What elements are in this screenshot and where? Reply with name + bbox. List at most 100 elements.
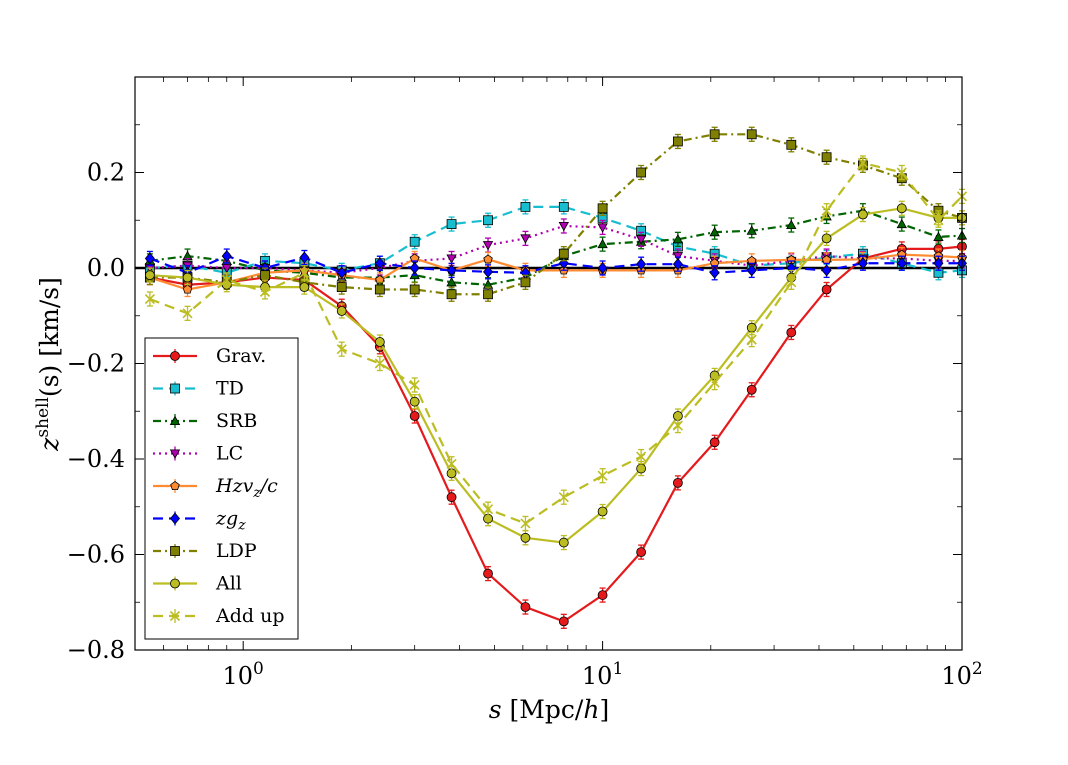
legend-label: Add up bbox=[215, 605, 285, 627]
data-point bbox=[483, 215, 493, 226]
y-tick-label: −0.4 bbox=[67, 445, 125, 473]
data-point bbox=[446, 289, 457, 300]
data-point bbox=[482, 504, 494, 515]
data-point bbox=[672, 420, 683, 431]
data-point bbox=[483, 254, 493, 264]
data-point bbox=[182, 284, 193, 294]
data-point bbox=[409, 396, 420, 407]
data-point bbox=[857, 157, 868, 169]
legend-label: All bbox=[215, 573, 242, 595]
data-point bbox=[597, 470, 608, 481]
data-point bbox=[520, 277, 531, 288]
data-point bbox=[520, 532, 531, 543]
data-point bbox=[933, 215, 944, 226]
data-point bbox=[709, 226, 720, 237]
y-tick-label: −0.6 bbox=[67, 541, 125, 569]
x-axis-label: s [Mpc/h] bbox=[489, 695, 609, 724]
data-point bbox=[170, 383, 180, 394]
data-point bbox=[221, 263, 232, 274]
x-tick-label: 101 bbox=[582, 659, 623, 690]
data-point bbox=[636, 547, 647, 558]
data-point bbox=[170, 578, 180, 589]
data-point bbox=[409, 379, 420, 391]
data-point bbox=[374, 337, 385, 347]
data-point bbox=[858, 209, 868, 220]
data-point bbox=[483, 265, 494, 278]
data-point bbox=[746, 225, 757, 235]
data-point bbox=[709, 266, 720, 279]
data-point bbox=[169, 512, 181, 525]
data-point bbox=[709, 129, 720, 140]
x-tick-label: 102 bbox=[941, 659, 982, 690]
data-point bbox=[821, 264, 832, 277]
data-point bbox=[597, 261, 608, 275]
data-point bbox=[821, 205, 832, 216]
data-point bbox=[635, 235, 647, 245]
data-point bbox=[558, 201, 569, 212]
legend-label: SRB bbox=[216, 410, 257, 432]
data-point bbox=[299, 251, 310, 264]
y-tick-label: −0.8 bbox=[67, 636, 125, 664]
data-point bbox=[672, 477, 683, 488]
series-add-up bbox=[144, 155, 968, 532]
series-line bbox=[149, 254, 962, 274]
data-point bbox=[182, 272, 193, 283]
data-point bbox=[221, 274, 232, 286]
data-point bbox=[144, 252, 155, 265]
data-point bbox=[336, 266, 347, 279]
axes: 0.2 0.0 −0.2 −0.4 −0.6 −0.8 100 101 102 bbox=[67, 76, 983, 690]
legend-item: SRB bbox=[153, 410, 257, 432]
data-point bbox=[409, 261, 420, 275]
data-point bbox=[182, 308, 193, 319]
data-point bbox=[746, 334, 757, 345]
legend-label: Hzvz/c bbox=[215, 475, 278, 501]
legend-item: Grav. bbox=[153, 345, 266, 367]
data-point bbox=[786, 139, 797, 150]
data-point bbox=[933, 257, 944, 270]
data-point bbox=[374, 257, 385, 270]
data-point bbox=[483, 568, 493, 579]
data-point bbox=[446, 492, 457, 503]
data-point bbox=[786, 327, 797, 338]
legend-label: LDP bbox=[216, 540, 257, 562]
data-point bbox=[446, 254, 457, 264]
data-point bbox=[336, 306, 347, 316]
data-point bbox=[374, 284, 385, 295]
y-tick-label: −0.2 bbox=[67, 350, 125, 378]
data-point bbox=[221, 250, 232, 263]
data-point bbox=[896, 218, 907, 229]
data-point bbox=[446, 219, 457, 229]
data-point bbox=[597, 506, 608, 517]
data-point bbox=[520, 234, 531, 244]
data-point bbox=[558, 248, 569, 259]
data-point bbox=[821, 233, 832, 244]
data-point bbox=[169, 415, 181, 426]
data-point bbox=[336, 344, 347, 355]
data-point bbox=[374, 358, 385, 369]
data-point bbox=[170, 351, 180, 361]
data-point bbox=[169, 449, 181, 459]
legend: Grav. TD SRB LC Hzvz/c zgz LDP All Add up bbox=[144, 337, 299, 640]
data-point bbox=[821, 152, 832, 163]
series-line bbox=[149, 205, 963, 274]
data-point bbox=[672, 136, 683, 147]
data-point bbox=[597, 223, 608, 233]
data-point bbox=[259, 286, 271, 297]
legend-item: Hzvz/c bbox=[153, 475, 278, 501]
x-tick-label: 100 bbox=[223, 659, 264, 690]
data-point bbox=[446, 458, 457, 469]
data-point bbox=[857, 257, 868, 270]
data-point bbox=[597, 203, 608, 214]
data-point bbox=[896, 167, 907, 178]
data-point bbox=[636, 167, 647, 178]
data-point bbox=[558, 616, 569, 627]
y-tick-label: 0.2 bbox=[87, 159, 125, 187]
data-point bbox=[933, 231, 944, 241]
data-point bbox=[558, 221, 569, 232]
data-point bbox=[746, 264, 757, 277]
data-point bbox=[672, 252, 684, 262]
data-point bbox=[409, 284, 420, 295]
data-point bbox=[446, 264, 457, 277]
series-line bbox=[149, 209, 963, 286]
